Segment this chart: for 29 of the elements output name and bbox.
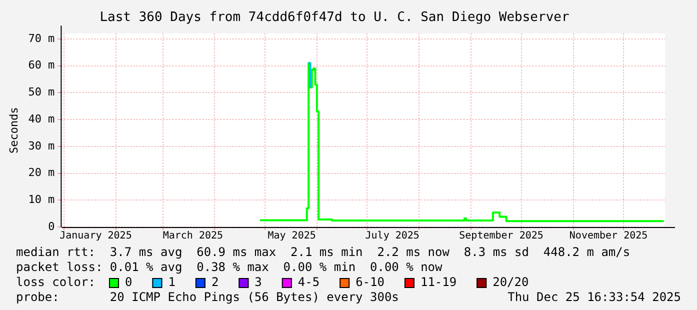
legend-label: 2 bbox=[211, 275, 219, 290]
y-tick-label: 0 bbox=[48, 220, 55, 233]
text: median rtt: 3.7 ms avg 60.9 ms max 2.1 ms min 2.2 ms now 8.3 ms sd 448.2 m am/s bbox=[16, 245, 630, 260]
y-tick-label: 70 m bbox=[28, 32, 56, 45]
legend-label: 3 bbox=[254, 275, 262, 290]
legend-label: 4-5 bbox=[298, 275, 320, 290]
text: probe: 20 ICMP Echo Pings (56 Bytes) every 300s bbox=[16, 290, 399, 304]
legend-label: 1 bbox=[168, 275, 176, 290]
x-tick-label: May 2025 bbox=[268, 230, 316, 242]
x-tick-label: July 2025 bbox=[365, 230, 420, 242]
x-tick-label: November 2025 bbox=[569, 230, 648, 242]
y-tick-label: 30 m bbox=[28, 139, 56, 152]
chart-title: Last 360 Days from 74cdd6f0f47d to U. C. San Diego Webserver bbox=[100, 10, 570, 26]
legend-label: 6-10 bbox=[356, 275, 384, 290]
y-tick-label: 10 m bbox=[28, 193, 56, 206]
y-tick-label: 20 m bbox=[28, 166, 56, 180]
x-tick-label: September 2025 bbox=[459, 230, 544, 242]
y-axis-title: Seconds bbox=[7, 107, 20, 154]
legend-label: 20/20 bbox=[492, 275, 529, 290]
legend-label: 11-19 bbox=[420, 275, 457, 290]
y-tick-label: 60 m bbox=[28, 58, 56, 72]
text: packet loss: 0.01 % avg 0.38 % max 0.00 % min 0.00 % now bbox=[16, 260, 444, 274]
y-tick-label: 50 m bbox=[28, 86, 56, 99]
legend-title: loss color: bbox=[16, 275, 96, 290]
x-tick-label: January 2025 bbox=[60, 230, 132, 242]
y-tick-label: 40 m bbox=[28, 112, 56, 126]
legend-label: 0 bbox=[125, 275, 132, 290]
x-tick-label: March 2025 bbox=[162, 230, 224, 242]
text: Thu Dec 25 16:33:54 2025 bbox=[508, 290, 681, 304]
